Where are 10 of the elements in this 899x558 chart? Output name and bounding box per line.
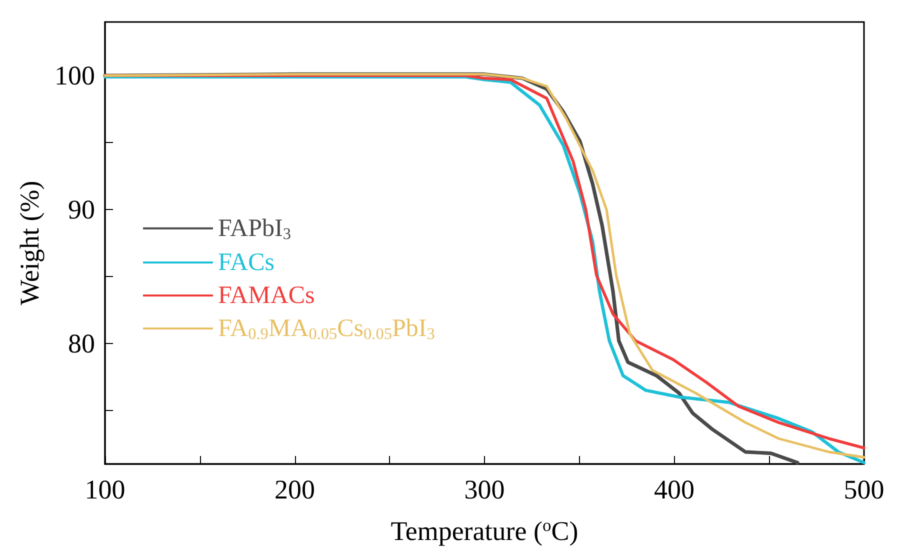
x-tick-label: 500: [844, 474, 884, 504]
y-axis-title: Weight (%): [14, 180, 44, 306]
x-tick-label: 300: [464, 474, 505, 504]
y-tick-label: 100: [54, 60, 95, 91]
y-tick-label: 80: [68, 328, 95, 358]
y-tick-label: 90: [68, 194, 95, 225]
legend-label: FAMACs: [218, 282, 315, 309]
legend-label: FACs: [218, 249, 275, 276]
x-tick-label: 400: [654, 474, 694, 504]
x-tick-label: 200: [274, 474, 315, 504]
